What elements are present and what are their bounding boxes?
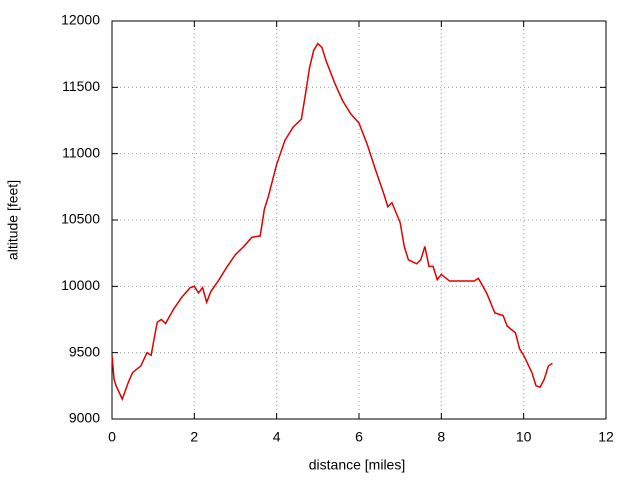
- y-axis-label: altitude [feet]: [5, 180, 21, 260]
- x-tick-label: 10: [516, 429, 532, 445]
- x-tick-label: 2: [190, 429, 198, 445]
- x-axis-label: distance [miles]: [309, 457, 405, 473]
- x-tick-label: 12: [598, 429, 614, 445]
- y-tick-label: 10000: [61, 277, 100, 293]
- y-tick-label: 10500: [61, 211, 100, 227]
- x-tick-label: 6: [355, 429, 363, 445]
- x-tick-label: 0: [108, 429, 116, 445]
- plot-frame: [111, 20, 607, 420]
- line: [111, 42, 553, 402]
- y-tick-label: 11000: [62, 144, 100, 160]
- y-tick-label: 9500: [69, 343, 100, 359]
- x-tick-label: 8: [437, 429, 445, 445]
- y-tick-label: 9000: [69, 410, 100, 426]
- y-tick-label: 12000: [61, 12, 100, 28]
- x-tick-label: 4: [273, 429, 281, 445]
- y-tick-label: 11500: [62, 78, 100, 94]
